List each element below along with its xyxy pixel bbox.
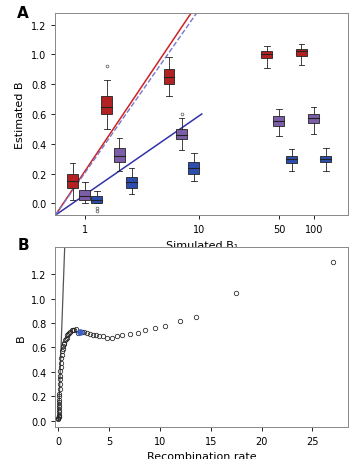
X-axis label: Simulated B₁: Simulated B₁	[166, 240, 238, 250]
Bar	[273, 117, 285, 127]
Bar	[188, 162, 199, 174]
Bar	[101, 97, 112, 115]
X-axis label: Recombination rate: Recombination rate	[147, 451, 257, 459]
Bar	[67, 174, 78, 189]
Bar	[79, 190, 90, 201]
Bar	[286, 157, 297, 164]
Y-axis label: B: B	[15, 334, 25, 341]
Bar	[126, 177, 137, 189]
Bar	[91, 196, 102, 204]
Bar	[176, 129, 187, 140]
Bar	[164, 70, 175, 85]
Bar	[308, 115, 319, 123]
Bar	[261, 52, 272, 59]
Bar	[296, 50, 307, 57]
Bar	[320, 157, 331, 163]
Text: B: B	[17, 237, 29, 252]
Y-axis label: Estimated B: Estimated B	[15, 81, 25, 148]
Text: A: A	[17, 6, 29, 21]
Bar	[114, 149, 125, 162]
